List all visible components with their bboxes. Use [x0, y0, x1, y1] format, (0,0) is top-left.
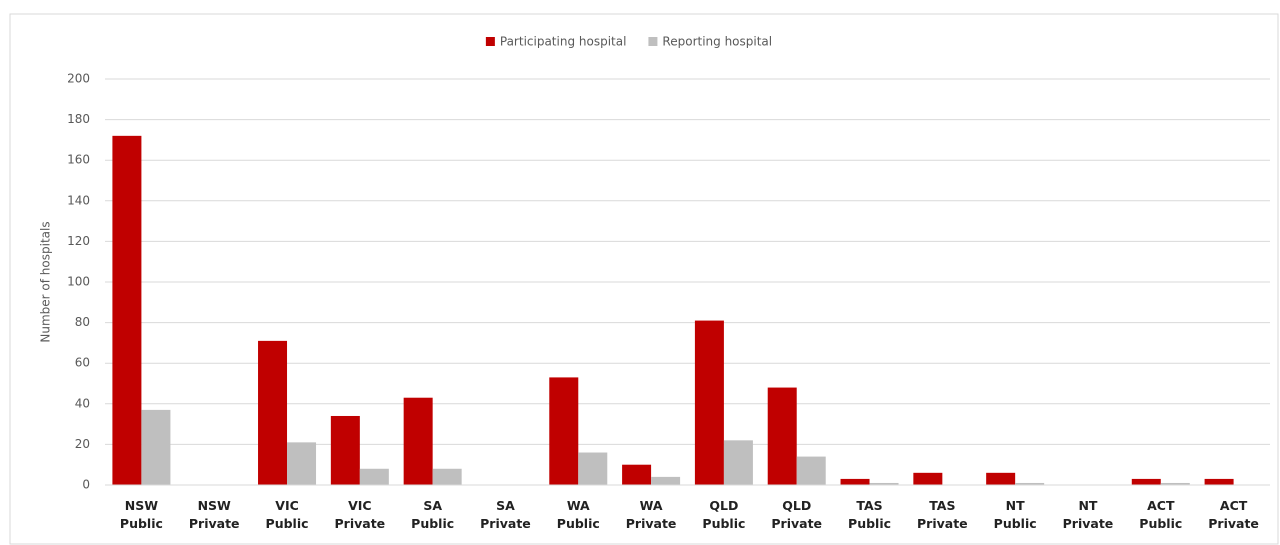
bar	[141, 409, 171, 485]
y-tick-label: 40	[75, 396, 90, 410]
bar	[986, 472, 1016, 485]
y-tick-label: 20	[75, 437, 90, 451]
x-tick-label: WA Private	[625, 498, 677, 531]
bar	[723, 440, 753, 485]
bar	[840, 478, 870, 485]
bar	[1131, 478, 1161, 485]
bar	[694, 320, 724, 485]
bar	[359, 468, 389, 485]
bar	[1015, 482, 1045, 485]
bar	[767, 387, 797, 485]
legend-swatch	[648, 37, 658, 46]
bar	[549, 377, 579, 485]
chart-border	[9, 13, 1279, 545]
bar	[913, 472, 943, 485]
x-tick-label: QLD Public	[702, 498, 746, 531]
legend-label: Reporting hospital	[662, 35, 772, 49]
x-tick-label: SA Private	[480, 498, 531, 531]
bar	[287, 442, 317, 485]
y-tick-label: 0	[82, 478, 90, 492]
bar	[578, 452, 608, 485]
x-tick-label: NSW Public	[119, 498, 163, 531]
y-axis-label: Number of hospitals	[39, 221, 53, 342]
x-tick-label: WA Public	[556, 498, 600, 531]
bar	[1204, 478, 1234, 485]
bar	[1160, 482, 1190, 485]
bar	[651, 476, 681, 485]
y-tick-label: 140	[67, 193, 90, 207]
x-tick-label: NT Private	[1062, 498, 1114, 531]
bar	[869, 482, 899, 485]
bar	[403, 397, 433, 485]
y-tick-label: 200	[67, 72, 90, 86]
x-tick-label: TAS Private	[917, 498, 968, 531]
y-tick-label: 80	[75, 315, 90, 329]
x-tick-label: VIC Public	[265, 498, 309, 531]
x-tick-label: VIC Private	[334, 498, 386, 531]
bar	[432, 468, 462, 485]
x-tick-label: ACT Private	[1208, 498, 1259, 531]
x-tick-label: TAS Public	[848, 498, 892, 531]
legend-swatch	[485, 37, 495, 46]
bar	[112, 135, 142, 485]
y-tick-label: 160	[67, 153, 90, 167]
y-tick-label: 180	[67, 112, 90, 126]
x-tick-label: QLD Private	[771, 498, 823, 531]
x-tick-label: NSW Private	[188, 498, 240, 531]
legend-label: Participating hospital	[500, 35, 627, 49]
y-tick-label: 60	[75, 356, 90, 370]
y-tick-label: 100	[67, 275, 90, 289]
bar	[330, 415, 360, 485]
bar	[258, 340, 288, 485]
bar	[796, 456, 826, 485]
x-tick-label: SA Public	[411, 498, 455, 531]
bar	[622, 464, 652, 485]
x-tick-label: ACT Public	[1139, 498, 1183, 531]
y-tick-label: 120	[67, 234, 90, 248]
x-tick-label: NT Public	[993, 498, 1037, 531]
